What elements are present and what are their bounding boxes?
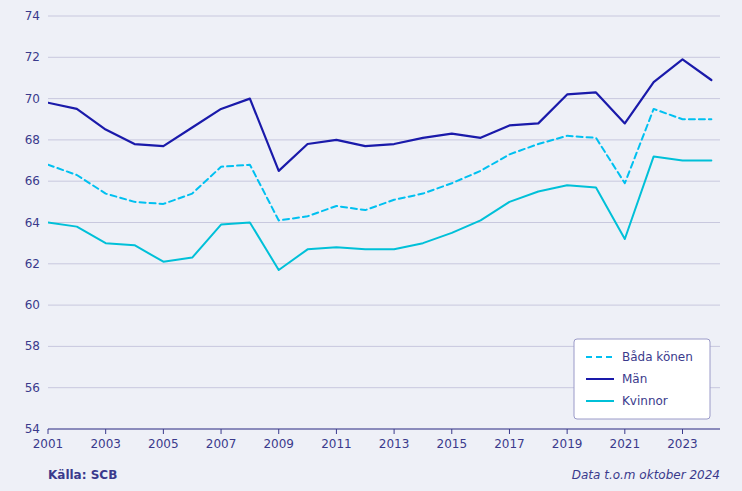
grid-line	[48, 98, 720, 99]
y-tick-label: 58	[25, 339, 40, 353]
y-tick-label: 66	[25, 174, 40, 188]
x-tick	[336, 429, 337, 434]
grid-line	[48, 139, 720, 140]
legend-swatch	[586, 356, 614, 358]
x-tick-label: 2013	[379, 437, 410, 451]
legend-swatch	[586, 400, 614, 402]
legend-label: Båda könen	[622, 350, 693, 364]
x-tick	[163, 429, 164, 434]
axes: 54 56 58 60 62 64 66 68 70 72 74 2001 2003 2005 2007 20…	[25, 9, 720, 451]
grid-line	[48, 16, 720, 17]
source: Källa: SCB	[48, 468, 117, 482]
x-tick-label: 2005	[148, 437, 179, 451]
y-tick-label: 70	[25, 92, 40, 106]
y-tick-label: 62	[25, 257, 40, 271]
y-tick-label: 60	[25, 298, 40, 312]
grid-line	[48, 305, 720, 306]
series-line	[48, 156, 711, 270]
legend-swatch	[586, 378, 614, 380]
chart: 54 56 58 60 62 64 66 68 70 72 74 2001 2003 2005 2007 20…	[0, 0, 742, 491]
x-tick	[105, 429, 106, 434]
y-tick-label: 68	[25, 133, 40, 147]
grid-line	[48, 263, 720, 264]
x-tick	[451, 429, 452, 434]
x-tick-label: 2011	[321, 437, 352, 451]
grid-line	[48, 429, 720, 430]
x-tick-label: 2017	[494, 437, 525, 451]
x-tick-label: 2007	[206, 437, 237, 451]
legend-label: Kvinnor	[622, 394, 668, 408]
x-tick-label: 2003	[90, 437, 121, 451]
series-line	[48, 59, 711, 171]
x-tick-label: 2015	[437, 437, 468, 451]
x-axis-line	[48, 429, 720, 430]
legend-label: Män	[622, 372, 647, 386]
x-tick	[221, 429, 222, 434]
x-tick-label: 2001	[33, 437, 64, 451]
series-group	[48, 59, 711, 270]
grid-line	[48, 222, 720, 223]
legend-box	[574, 339, 710, 419]
y-tick-label: 54	[25, 422, 40, 436]
x-tick-label: 2019	[552, 437, 583, 451]
note: Data t.o.m oktober 2024	[572, 468, 720, 482]
x-tick	[567, 429, 568, 434]
y-tick-label: 64	[25, 216, 40, 230]
x-tick	[682, 429, 683, 434]
legend: Båda könen Män Kvinnor	[574, 339, 710, 419]
annotations: Källa: SCB Data t.o.m oktober 2024	[48, 468, 720, 482]
x-tick	[624, 429, 625, 434]
y-tick-label: 74	[25, 9, 40, 23]
x-tick-label: 2009	[263, 437, 294, 451]
x-tick	[278, 429, 279, 434]
x-tick	[48, 429, 49, 434]
grid-line	[48, 181, 720, 182]
y-tick-label: 56	[25, 381, 40, 395]
grid-line	[48, 57, 720, 58]
x-tick-label: 2021	[610, 437, 641, 451]
x-tick	[509, 429, 510, 434]
y-tick-label: 72	[25, 50, 40, 64]
x-tick-label: 2023	[667, 437, 698, 451]
x-tick	[394, 429, 395, 434]
series-line	[48, 109, 711, 221]
